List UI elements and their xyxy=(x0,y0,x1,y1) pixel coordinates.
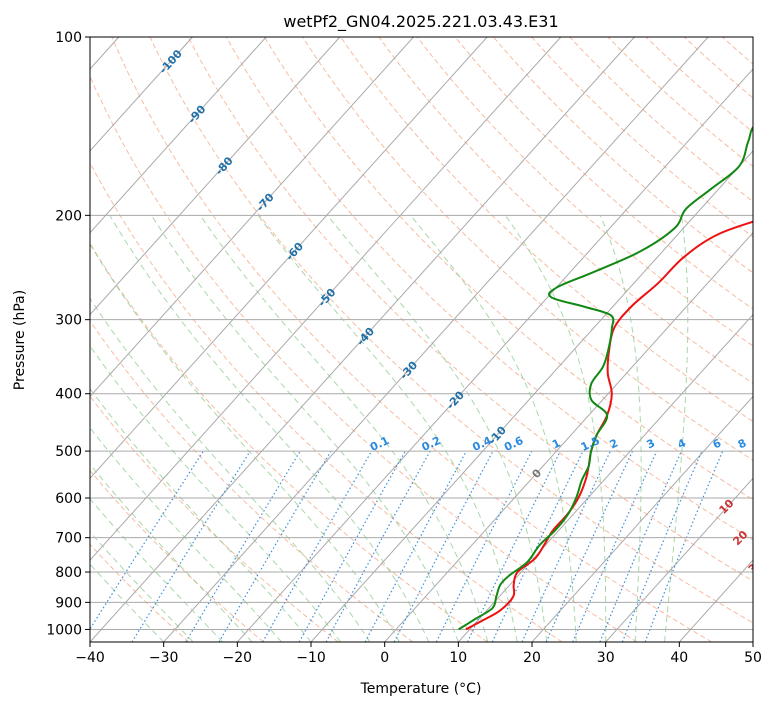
moist-adiabat-line xyxy=(599,215,642,642)
moist-adiabat-line xyxy=(151,215,459,642)
dry-adiabat-line xyxy=(569,37,753,203)
y-tick-label: 700 xyxy=(55,531,82,547)
y-tick-label: 100 xyxy=(55,30,82,46)
moist-adiabat-line xyxy=(90,242,400,642)
mixing-ratio-line xyxy=(325,450,431,642)
moist-adiabat-label: 30 xyxy=(746,556,766,576)
x-tick-label: 10 xyxy=(449,650,467,666)
moist-adiabat-line xyxy=(504,215,607,642)
dry-adiabat-line xyxy=(90,161,563,642)
mixing-ratio-line xyxy=(90,450,204,631)
dry-adiabat-line xyxy=(111,37,712,642)
axes: −40 −30 −20 −10 0 10 20 30 40 50 1000 900 800 700 600 5… xyxy=(46,30,762,666)
x-tick-label: −10 xyxy=(296,650,326,666)
profile-series xyxy=(458,125,753,631)
isotherm-line xyxy=(163,37,709,642)
isotherm-line xyxy=(90,37,562,561)
x-tick-label: −40 xyxy=(75,650,105,666)
moist-adiabat-line xyxy=(327,214,548,642)
moist-adiabat-line xyxy=(90,498,223,642)
moist-adiabat-line xyxy=(90,531,194,642)
isotherm-line xyxy=(236,68,753,642)
mixing-ratio-line xyxy=(572,450,658,642)
mixing-ratio-line xyxy=(545,450,634,642)
dry-adiabat-line xyxy=(90,469,264,642)
moist-adiabat-line xyxy=(109,215,430,642)
y-axis-label: Pressure (hPa) xyxy=(12,290,28,390)
chart-title: wetPf2_GN04.2025.221.03.43.E31 xyxy=(283,12,558,32)
moist-adiabat-line xyxy=(90,563,165,642)
plot-area xyxy=(90,37,753,642)
dry-adiabat-line xyxy=(416,37,753,347)
dry-adiabat-line xyxy=(264,37,753,501)
mixing-ratio-line xyxy=(644,450,724,642)
x-tick-label: 20 xyxy=(523,650,541,666)
x-tick-label: 40 xyxy=(670,650,688,666)
y-tick-label: 400 xyxy=(55,387,82,403)
background-lines xyxy=(90,37,753,642)
dry-adiabat-line xyxy=(90,75,638,642)
moist-adiabat-line xyxy=(90,427,282,642)
y-tick-label: 900 xyxy=(55,595,82,611)
y-tick-label: 600 xyxy=(55,491,82,507)
x-tick-label: 0 xyxy=(380,650,389,666)
mixing-ratio-line xyxy=(435,450,533,642)
isotherm-line xyxy=(90,37,635,642)
isotherm-line xyxy=(90,37,414,398)
mixing-ratio-line xyxy=(131,450,251,642)
dry-adiabat-line xyxy=(149,37,753,624)
dry-adiabat-line xyxy=(493,37,753,274)
dry-adiabat-line xyxy=(187,37,753,582)
isotherm-line xyxy=(90,37,488,480)
isotherm-line xyxy=(457,313,753,642)
plot-frame xyxy=(89,36,754,643)
isotherm-line xyxy=(531,395,753,642)
x-tick-label: −30 xyxy=(149,650,179,666)
dry-adiabat-line xyxy=(225,37,753,541)
x-tick-label: 30 xyxy=(597,650,615,666)
mixing-ratio-line xyxy=(621,450,703,642)
dry-adiabat-line xyxy=(90,242,488,642)
isotherm-line xyxy=(90,37,193,152)
y-tick-label: 1000 xyxy=(46,622,82,638)
mixing-ratio-line xyxy=(364,450,467,642)
x-tick-label: −20 xyxy=(223,650,253,666)
isotherm-line xyxy=(310,150,753,642)
moist-adiabat-line xyxy=(410,214,577,642)
isotherm-line xyxy=(605,477,753,642)
y-tick-label: 800 xyxy=(55,565,82,581)
mixing-ratio-line xyxy=(298,450,406,642)
dry-adiabat-line xyxy=(378,37,753,385)
pressure-gridlines xyxy=(90,37,753,630)
y-tick-label: 200 xyxy=(55,208,82,224)
isotherm-line xyxy=(90,37,341,316)
mixing-ratio-line xyxy=(599,450,682,642)
dewpoint-line xyxy=(458,125,753,631)
y-tick-label: 300 xyxy=(55,313,82,329)
dry-adiabat-line xyxy=(90,320,414,642)
x-axis-label: Temperature (°C) xyxy=(360,681,482,697)
moist-adiabat-line xyxy=(90,463,253,642)
x-tick-label: 50 xyxy=(744,650,762,666)
isotherm-line xyxy=(384,231,753,642)
isotherm-line xyxy=(90,37,267,234)
y-tick-label: 500 xyxy=(55,444,82,460)
